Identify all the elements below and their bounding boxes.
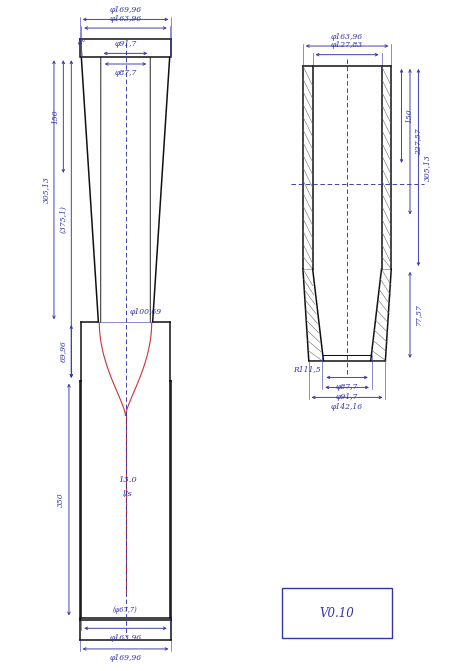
Text: (375,1): (375,1) <box>59 205 67 233</box>
Text: 77,57: 77,57 <box>414 304 422 326</box>
Text: 305,13: 305,13 <box>423 154 431 181</box>
Text: 350: 350 <box>57 493 65 507</box>
Text: φ142,16: φ142,16 <box>331 403 363 411</box>
Text: φ87,7: φ87,7 <box>336 382 358 391</box>
Text: φ91,7: φ91,7 <box>114 40 137 48</box>
Text: 150: 150 <box>406 109 414 123</box>
Text: φ169,96: φ169,96 <box>109 6 142 14</box>
Text: φ163,96: φ163,96 <box>109 633 142 641</box>
Text: φ91,7: φ91,7 <box>336 393 358 401</box>
Text: V0.10: V0.10 <box>319 607 354 620</box>
Text: φ163,96: φ163,96 <box>109 15 142 23</box>
Text: R111,5: R111,5 <box>293 366 321 374</box>
Text: 305,13: 305,13 <box>42 176 50 203</box>
Text: φ127,83: φ127,83 <box>331 42 363 50</box>
Text: (φ67,7): (φ67,7) <box>113 607 138 615</box>
Text: φ100,69: φ100,69 <box>129 308 161 316</box>
Text: φ87,7: φ87,7 <box>114 69 137 77</box>
Text: 150: 150 <box>51 109 59 124</box>
Text: l/s: l/s <box>123 491 133 498</box>
Text: 8°: 8° <box>78 39 86 47</box>
Text: φ169,96: φ169,96 <box>109 654 142 662</box>
FancyBboxPatch shape <box>282 588 392 638</box>
Text: 13.0: 13.0 <box>118 476 137 484</box>
Text: 227,57: 227,57 <box>414 128 422 155</box>
Text: φ163,96: φ163,96 <box>331 33 363 41</box>
Text: 69,96: 69,96 <box>59 341 67 362</box>
